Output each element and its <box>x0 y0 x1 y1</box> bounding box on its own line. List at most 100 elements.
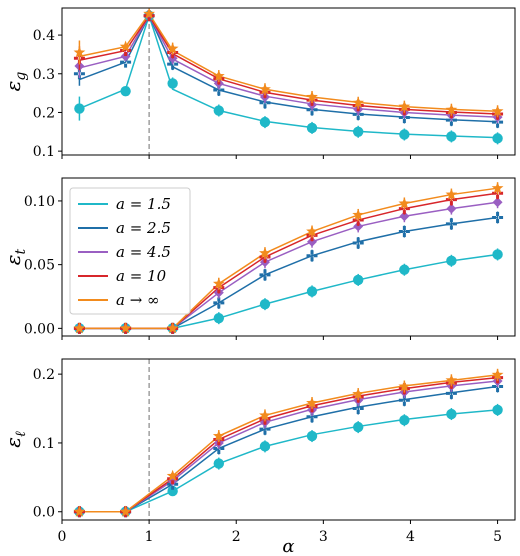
legend-box <box>69 187 191 315</box>
data-point <box>306 396 318 409</box>
data-point <box>306 286 318 297</box>
data-point <box>73 322 86 334</box>
y-tick-label: 0.10 <box>24 194 55 210</box>
data-point <box>353 221 364 232</box>
legend-label: a = 2.5 <box>116 219 171 237</box>
data-point <box>445 188 458 200</box>
x-axis-label: α <box>282 536 294 556</box>
legend-label: a = 1.5 <box>116 195 171 213</box>
data-point <box>492 133 503 144</box>
data-point <box>119 322 132 334</box>
y-axis-label: εt <box>1 248 29 265</box>
data-point <box>259 298 271 310</box>
series-line-2 <box>79 14 498 123</box>
axes-frame <box>61 177 516 337</box>
panel-1: 0.1 0.2 0.3 0.4 εg <box>1 7 516 160</box>
data-point <box>259 83 271 95</box>
data-point <box>352 421 364 433</box>
y-tick-label: 0.4 <box>33 28 55 44</box>
x-tick-label: 1 <box>145 529 154 545</box>
data-point <box>352 126 364 137</box>
data-point <box>259 116 271 128</box>
legend-label: a → ∞ <box>116 291 160 309</box>
panel-2: 0.00 0.05 0.10 εt <box>1 177 516 340</box>
data-point <box>446 203 457 214</box>
data-point <box>166 322 179 334</box>
data-point <box>306 90 318 102</box>
series-line-4 <box>79 376 498 513</box>
data-point <box>306 250 318 262</box>
legend-label: a = 10 <box>116 267 167 285</box>
data-point <box>212 277 225 289</box>
data-point <box>398 197 411 209</box>
data-point <box>352 208 365 220</box>
data-point <box>399 129 410 140</box>
data-point <box>213 312 225 324</box>
data-point <box>74 103 85 114</box>
data-point <box>307 236 318 247</box>
series-line-3 <box>79 380 498 513</box>
y-tick-label: 0.00 <box>24 321 55 337</box>
data-point <box>445 374 458 386</box>
data-point <box>143 7 156 19</box>
data-point <box>166 469 179 481</box>
series-line-5 <box>79 187 498 330</box>
y-axis-label: εg <box>1 72 29 92</box>
y-tick-label: 0.1 <box>33 436 55 452</box>
data-point <box>167 78 178 89</box>
data-point <box>73 505 86 517</box>
data-point <box>492 249 503 260</box>
data-point <box>492 404 503 416</box>
series-line-2 <box>79 385 498 513</box>
data-point <box>166 42 179 54</box>
data-point <box>352 387 365 400</box>
data-point <box>167 485 178 497</box>
x-tick-label: 2 <box>232 529 241 545</box>
series-line-1 <box>79 409 498 513</box>
x-tick-label: 5 <box>493 529 502 545</box>
legend-label: a = 4.5 <box>116 243 171 261</box>
data-point <box>73 46 86 58</box>
panel-3: 0.0 0.1 0.2 0 1 2 3 4 5 εℓ α <box>1 358 516 556</box>
y-tick-label: 0.2 <box>33 105 55 121</box>
y-tick-label: 0.2 <box>33 367 55 383</box>
axes-frame <box>61 7 516 156</box>
data-point <box>399 264 410 275</box>
data-point <box>120 51 131 62</box>
x-tick-label: 0 <box>58 529 67 545</box>
data-point <box>491 181 504 194</box>
data-point <box>398 380 411 392</box>
data-point <box>212 429 225 442</box>
legend: a = 1.5 a = 2.5 a = 4.5 a = 10 a → ∞ <box>69 187 191 315</box>
data-point <box>259 269 271 281</box>
data-point <box>259 246 271 259</box>
data-point <box>213 297 225 309</box>
data-point <box>306 430 318 442</box>
data-point <box>446 131 457 142</box>
y-tick-label: 0.3 <box>33 67 55 83</box>
y-tick-label: 0.1 <box>33 144 55 160</box>
data-point <box>306 225 318 237</box>
axes-frame <box>61 358 516 521</box>
data-point <box>212 69 225 82</box>
data-point <box>399 211 410 222</box>
data-point <box>259 409 271 421</box>
data-point <box>259 441 271 452</box>
data-point <box>119 505 132 517</box>
x-tick-label: 4 <box>406 529 415 545</box>
y-axis-label: εℓ <box>1 431 29 448</box>
data-point <box>213 105 225 116</box>
data-point <box>352 274 364 286</box>
data-point <box>446 408 457 420</box>
data-point <box>399 415 410 426</box>
data-point <box>445 103 458 115</box>
data-point <box>352 237 364 249</box>
y-tick-label: 0.05 <box>24 258 55 274</box>
data-point <box>492 197 503 208</box>
data-point <box>491 368 504 380</box>
data-point <box>119 40 132 52</box>
data-point <box>213 458 225 469</box>
data-point <box>492 212 504 223</box>
x-tick-label: 3 <box>319 529 328 545</box>
